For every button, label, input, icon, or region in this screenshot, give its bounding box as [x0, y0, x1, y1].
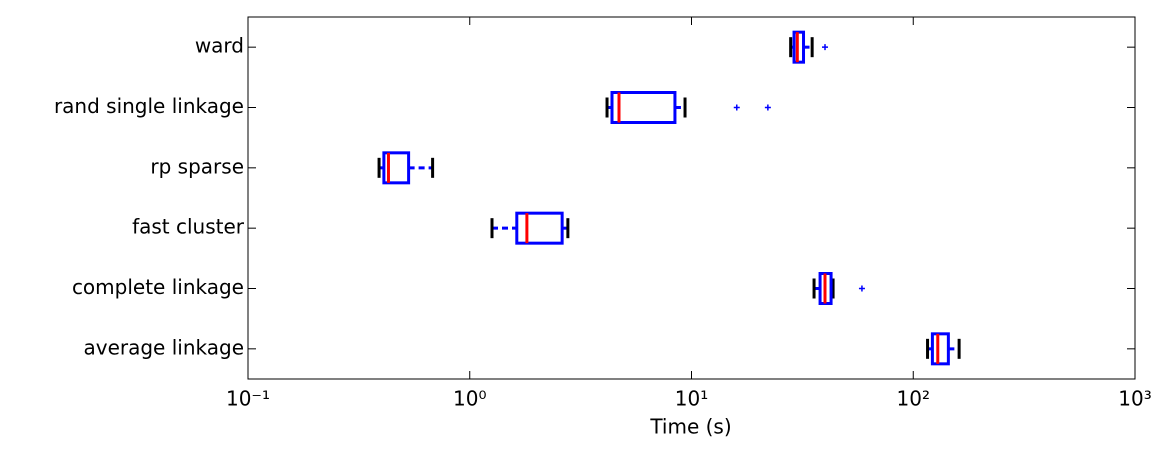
y-tick-label: average linkage [83, 335, 244, 359]
flier [822, 44, 829, 51]
flier [764, 104, 771, 111]
box [930, 332, 950, 366]
box [610, 91, 677, 124]
x-tick-label: 10⁻¹ [226, 387, 270, 411]
x-tick-label: 10⁰ [453, 387, 486, 411]
y-tick-label: fast cluster [132, 215, 245, 239]
y-tick-label: complete linkage [72, 275, 244, 299]
x-tick-label: 10³ [1118, 387, 1151, 411]
y-tick-label: rp sparse [150, 154, 244, 178]
flier [733, 104, 740, 111]
box [382, 151, 411, 185]
x-tick-label: 10¹ [675, 387, 708, 411]
plot-frame [247, 16, 1136, 380]
flier [858, 285, 865, 292]
y-tick-label: rand single linkage [54, 94, 244, 118]
x-tick-label: 10² [897, 387, 930, 411]
y-tick-label: ward [195, 34, 244, 58]
box [515, 211, 564, 245]
x-axis-label: Time (s) [649, 415, 731, 439]
